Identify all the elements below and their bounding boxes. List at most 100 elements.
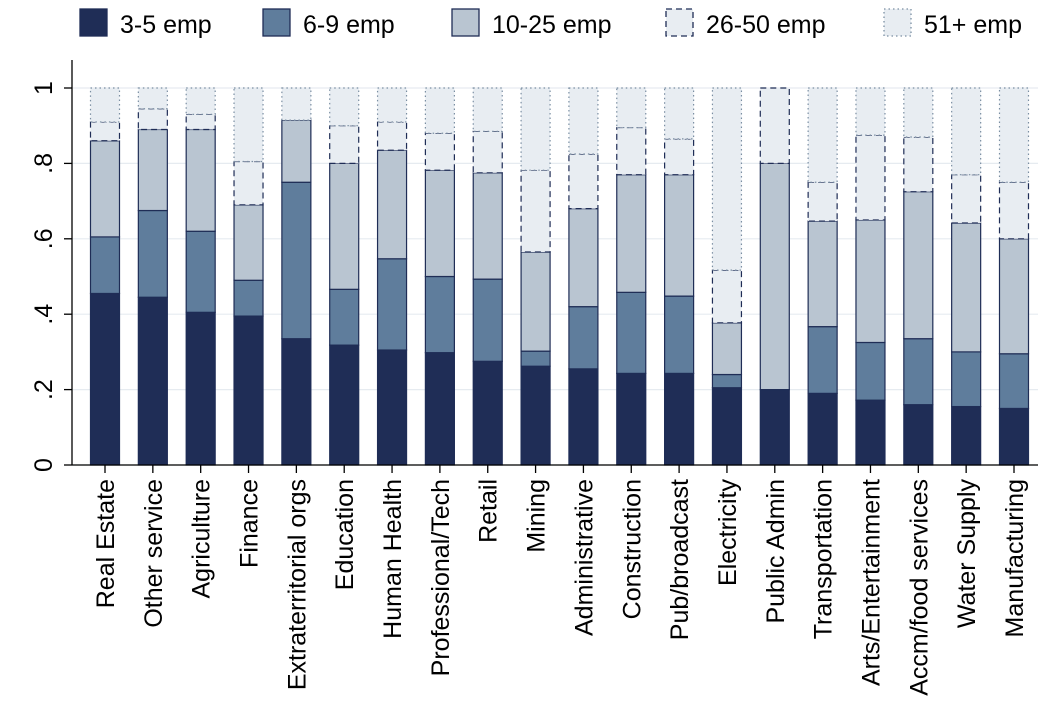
x-tick-label-education: Education (331, 479, 359, 590)
bar-finance-6-9-emp (233, 279, 264, 317)
y-tick-label: 1 (30, 81, 58, 95)
legend-swatch-6-9-emp (262, 8, 291, 37)
bar-manufacturing-51-emp (998, 87, 1030, 183)
y-tick-label: .2 (30, 379, 58, 400)
bar-electricity-3-5-emp (711, 387, 743, 466)
axes: 0 .2 .4 .6 .8 1 Real Estate Other service Agricu… (30, 60, 1038, 696)
bar-administrative-51-emp (568, 87, 599, 155)
bar-real-estate-3-5-emp (89, 292, 121, 466)
bar-manufacturing-26-50-emp (998, 181, 1030, 240)
bar-arts-entertainment-51-emp (855, 87, 886, 136)
bar-extraterritorial-orgs-6-9-emp (281, 181, 312, 340)
bar-education-26-50-emp (329, 125, 360, 164)
bar-electricity-10-25-emp (711, 322, 743, 376)
bar-mining-51-emp (520, 87, 551, 171)
bar-finance-3-5-emp (233, 315, 264, 466)
bar-other-service-10-25-emp (137, 128, 168, 212)
bar-construction-10-25-emp (616, 174, 647, 293)
legend-label-6-9-emp: 6-9 emp (303, 11, 395, 39)
bar-finance-26-50-emp (233, 160, 264, 206)
bar-construction-51-emp (616, 87, 647, 129)
bar-accm-food-services-10-25-emp (903, 191, 934, 340)
bar-construction-3-5-emp (616, 372, 647, 466)
legend-label-3-5-emp: 3-5 emp (120, 11, 212, 39)
bar-extraterritorial-orgs-3-5-emp (281, 338, 312, 466)
x-tick-label-other-service: Other service (140, 479, 168, 628)
bar-retail-6-9-emp (472, 278, 503, 362)
bar-other-service-3-5-emp (137, 296, 168, 466)
bar-pub-broadcast-3-5-emp (664, 372, 695, 466)
bar-administrative-10-25-emp (568, 208, 599, 308)
bar-agriculture-6-9-emp (185, 230, 216, 313)
bar-pub-broadcast-10-25-emp (664, 174, 695, 297)
bar-public-admin-3-5-emp (759, 389, 790, 466)
legend-swatch-51-emp (883, 8, 912, 37)
bar-water-supply-10-25-emp (951, 222, 982, 353)
legend: 3-5 emp 6-9 emp 10-25 emp 26-50 emp 51+ emp (79, 8, 1022, 39)
bar-pub-broadcast-26-50-emp (664, 138, 695, 176)
legend-swatch-10-25-emp (451, 8, 480, 37)
x-tick-label-arts-entertainment: Arts/Entertainment (857, 479, 885, 686)
legend-label-26-50-emp: 26-50 emp (706, 11, 826, 39)
bar-real-estate-51-emp (89, 87, 121, 123)
bar-administrative-3-5-emp (568, 368, 599, 466)
bar-construction-6-9-emp (616, 291, 647, 374)
bar-retail-26-50-emp (472, 130, 503, 174)
x-tick-label-extraterritorial-orgs: Extraterritorial orgs (283, 479, 311, 690)
x-tick-label-public-admin: Public Admin (762, 479, 790, 624)
bar-retail-10-25-emp (472, 172, 503, 280)
x-tick-label-construction: Construction (618, 479, 646, 619)
bar-electricity-6-9-emp (711, 373, 743, 389)
bar-mining-6-9-emp (520, 350, 551, 367)
bar-other-service-6-9-emp (137, 209, 168, 298)
x-tick-label-finance: Finance (236, 479, 264, 568)
bar-finance-51-emp (233, 87, 264, 163)
bar-other-service-26-50-emp (137, 108, 168, 131)
bar-agriculture-3-5-emp (185, 311, 216, 466)
y-tick-label: 0 (30, 458, 58, 472)
bar-human-health-10-25-emp (376, 149, 408, 260)
bar-arts-entertainment-26-50-emp (855, 134, 886, 221)
bar-human-health-6-9-emp (376, 258, 408, 351)
y-tick-label: .6 (30, 228, 58, 249)
bar-education-10-25-emp (329, 162, 360, 290)
bar-arts-entertainment-3-5-emp (855, 399, 886, 466)
bar-construction-26-50-emp (616, 126, 647, 176)
x-tick-label-accm-food-services: Accm/food services (905, 479, 933, 696)
bar-administrative-6-9-emp (568, 306, 599, 370)
bar-electricity-26-50-emp (711, 269, 743, 324)
bar-retail-3-5-emp (472, 360, 503, 466)
bar-education-51-emp (329, 87, 360, 127)
legend-swatch-3-5-emp (79, 8, 108, 37)
bar-education-3-5-emp (329, 344, 360, 466)
bar-accm-food-services-6-9-emp (903, 338, 934, 406)
bar-professional-tech-26-50-emp (424, 132, 455, 171)
legend-label-10-25-emp: 10-25 emp (492, 11, 612, 39)
x-tick-label-professional-tech: Professional/Tech (427, 479, 455, 676)
bar-arts-entertainment-6-9-emp (855, 341, 886, 401)
bar-accm-food-services-3-5-emp (903, 404, 934, 466)
bar-finance-10-25-emp (233, 204, 264, 281)
bars (89, 87, 1030, 466)
x-tick-label-administrative: Administrative (570, 479, 598, 636)
bar-professional-tech-10-25-emp (424, 169, 455, 278)
bar-human-health-3-5-emp (376, 349, 408, 466)
bar-transportation-51-emp (807, 87, 838, 183)
bar-human-health-26-50-emp (376, 121, 408, 151)
bar-retail-51-emp (472, 87, 503, 132)
bar-manufacturing-3-5-emp (998, 407, 1030, 466)
bar-water-supply-6-9-emp (951, 351, 982, 408)
x-tick-label-electricity: Electricity (714, 479, 742, 586)
bar-extraterritorial-orgs-51-emp (281, 87, 312, 121)
grid (72, 87, 1038, 466)
bar-mining-3-5-emp (520, 365, 551, 466)
bar-human-health-51-emp (376, 87, 408, 123)
bar-real-estate-10-25-emp (89, 140, 121, 238)
bar-transportation-26-50-emp (807, 181, 838, 222)
bar-education-6-9-emp (329, 288, 360, 346)
bar-other-service-51-emp (137, 87, 168, 110)
y-tick-label: .4 (30, 304, 58, 325)
y-tick-label: .8 (30, 153, 58, 174)
x-tick-label-retail: Retail (475, 479, 503, 543)
